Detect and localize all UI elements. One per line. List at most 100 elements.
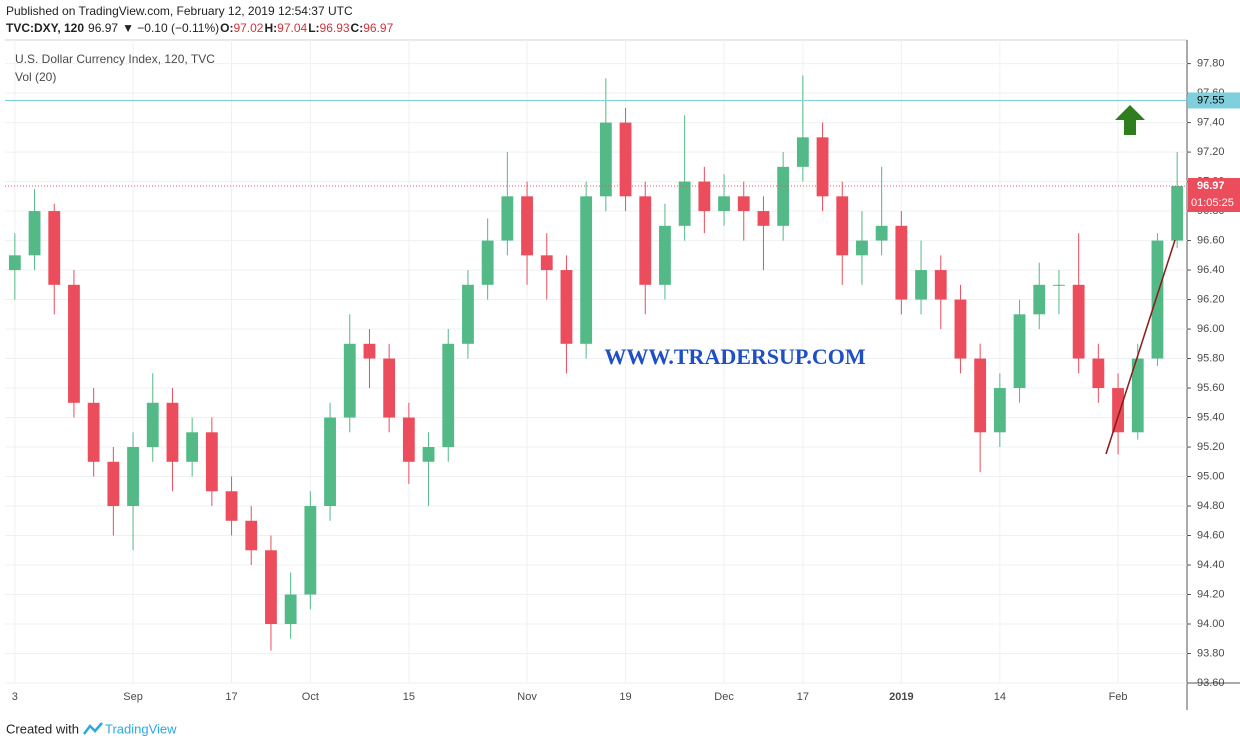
candle-body [1131,358,1144,433]
candle-body [796,137,809,167]
candle-body [836,196,849,256]
x-tick-label: Dec [714,691,734,703]
price-tag-label: 97.55 [1197,94,1225,106]
candle-body [993,388,1006,433]
header-item: ▼ −0.10 (−0.11%) [122,21,219,35]
y-tick-label: 93.60 [1197,677,1225,689]
candle-body [974,358,987,433]
x-tick-label: Nov [517,691,537,703]
x-tick-label: 3 [12,691,18,703]
y-tick-label: 95.20 [1197,441,1225,453]
y-tick-label: 93.80 [1197,647,1225,659]
header-item: 96.93 [320,21,350,35]
header-item: 96.97 [88,21,118,35]
candle-body [639,196,652,285]
candle-body [402,417,415,462]
y-tick-label: 95.60 [1197,382,1225,394]
last-price-tag [1188,178,1240,213]
candle-body [8,255,21,271]
chart-title: U.S. Dollar Currency Index, 120, TVC [15,52,215,66]
y-tick-label: 95.80 [1197,352,1225,364]
watermark: WWW.TRADERSUP.COM [604,344,865,369]
candle-body [698,181,711,212]
header-item: L: [308,21,319,35]
candle-body [225,491,238,521]
y-tick-label: 94.60 [1197,529,1225,541]
header-item: TVC:DXY, 120 [6,21,84,35]
x-tick-label: Sep [123,691,143,703]
x-tick-label: 19 [619,691,631,703]
candle-body [1112,388,1124,433]
header-item: 97.04 [277,21,307,35]
header-item: 96.97 [363,21,393,35]
candle-body [1092,358,1105,389]
header-item: H: [264,21,277,35]
x-tick-label: 17 [225,691,237,703]
x-tick-label: Feb [1109,691,1128,703]
candle-body [107,461,120,507]
candle-body [343,343,356,418]
candle-body [205,432,218,492]
candle-body [1072,284,1085,359]
candle-body [856,240,868,256]
candle-body [442,343,455,448]
y-tick-label: 95.00 [1197,470,1225,482]
y-tick-label: 94.40 [1197,559,1225,571]
candle-body [757,211,770,226]
candle-body [304,506,317,595]
y-tick-label: 96.40 [1197,264,1225,276]
published: Published on TradingView.com, February 1… [6,4,353,18]
candle-body [954,299,967,359]
candle-body [166,402,179,462]
candle-body [1053,284,1065,286]
y-tick-label: 95.40 [1197,411,1225,423]
y-tick-label: 97.20 [1197,146,1225,158]
candle-body [540,255,553,271]
x-tick-label: 15 [403,691,415,703]
x-tick-label: Oct [302,691,319,703]
y-tick-label: 97.80 [1197,58,1225,70]
candle-body [363,343,376,359]
candle-body [48,211,61,285]
x-tick-label: 14 [994,691,1006,703]
candle-body [383,358,396,418]
candle-body [127,447,139,507]
candle-body [265,550,277,625]
candle-body [87,402,100,462]
header-item: O: [220,21,233,35]
chart-subtitle: Vol (20) [15,70,56,84]
last-price-label: 96.97 [1197,180,1225,192]
candle-body [1171,186,1184,241]
grid [5,40,1187,684]
candle-body [619,122,632,197]
candle-body [599,122,612,197]
price-tag [1188,92,1240,109]
y-tick-label: 97.40 [1197,116,1225,128]
y-tick-label: 94.80 [1197,500,1225,512]
y-tick-label: 94.20 [1197,588,1225,600]
candle-body [816,137,829,197]
up-arrow [1115,105,1145,135]
candle-body [284,594,297,625]
candle-body [146,402,159,448]
y-tick-label: 96.00 [1197,323,1225,335]
x-tick-label: 2019 [889,691,913,703]
candle-body [777,166,790,226]
logo [83,722,103,735]
candle-body [895,225,908,300]
y-tick-label: 94.00 [1197,618,1225,630]
countdown: 01:05:25 [1191,197,1234,209]
candle-body [28,211,41,256]
candle-body [68,284,80,403]
candle-body [1013,314,1026,389]
candle-body [501,196,514,241]
candle-body [934,270,947,300]
footer: Created with TradingView [6,721,177,736]
brand[interactable]: TradingView [105,721,177,736]
header-item: C: [351,21,364,35]
candle-body [521,196,533,256]
candle-body [462,284,474,344]
candle-body [718,196,730,212]
